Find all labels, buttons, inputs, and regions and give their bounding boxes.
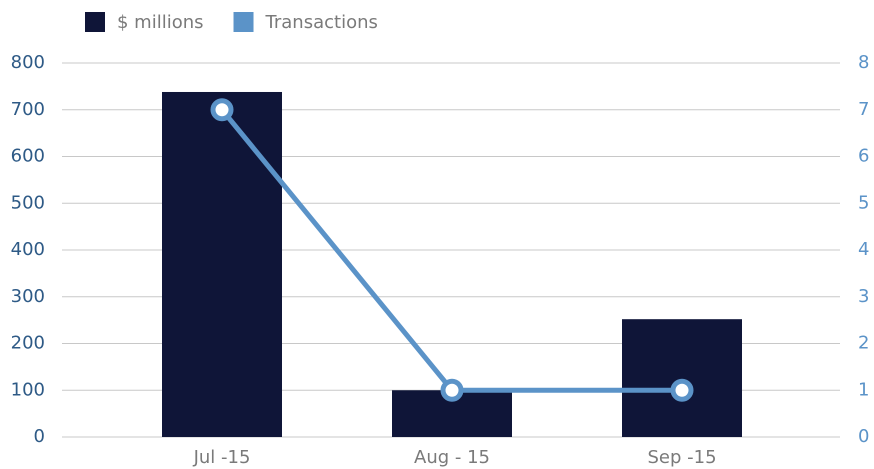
y-tick-label: 300 — [11, 286, 45, 307]
legend-label: Transactions — [265, 12, 378, 33]
y2-tick-label: 4 — [858, 239, 869, 260]
y-tick-label: 0 — [34, 426, 45, 447]
legend-swatch — [85, 12, 105, 32]
bar — [162, 91, 282, 438]
point — [440, 378, 464, 402]
legend-swatch — [233, 12, 254, 32]
y2-tick-label: 1 — [858, 379, 869, 400]
x-tick-label: Jul -15 — [193, 447, 251, 468]
y-tick-label: 700 — [11, 99, 45, 120]
y2-tick-label: 8 — [858, 52, 869, 73]
y-tick-label: 400 — [11, 239, 45, 260]
y-tick-label: 600 — [11, 146, 45, 167]
y2-tick-label: 2 — [858, 333, 869, 354]
y2-tick-label: 7 — [858, 99, 869, 120]
y-tick-label: 200 — [11, 333, 45, 354]
y2-tick-label: 5 — [858, 192, 869, 213]
legend-label: $ millions — [117, 12, 204, 33]
y2-tick-label: 3 — [858, 286, 869, 307]
y-tick-label: 100 — [11, 379, 45, 400]
bar — [622, 319, 742, 437]
y2-tick-label: 6 — [858, 146, 869, 167]
y-tick-label: 500 — [11, 192, 45, 213]
x-tick-label: Aug - 15 — [414, 447, 490, 468]
point — [210, 98, 234, 122]
point — [670, 378, 694, 402]
x-tick-label: Sep -15 — [647, 447, 716, 468]
y2-tick-label: 0 — [858, 426, 869, 447]
y-tick-label: 800 — [11, 52, 45, 73]
